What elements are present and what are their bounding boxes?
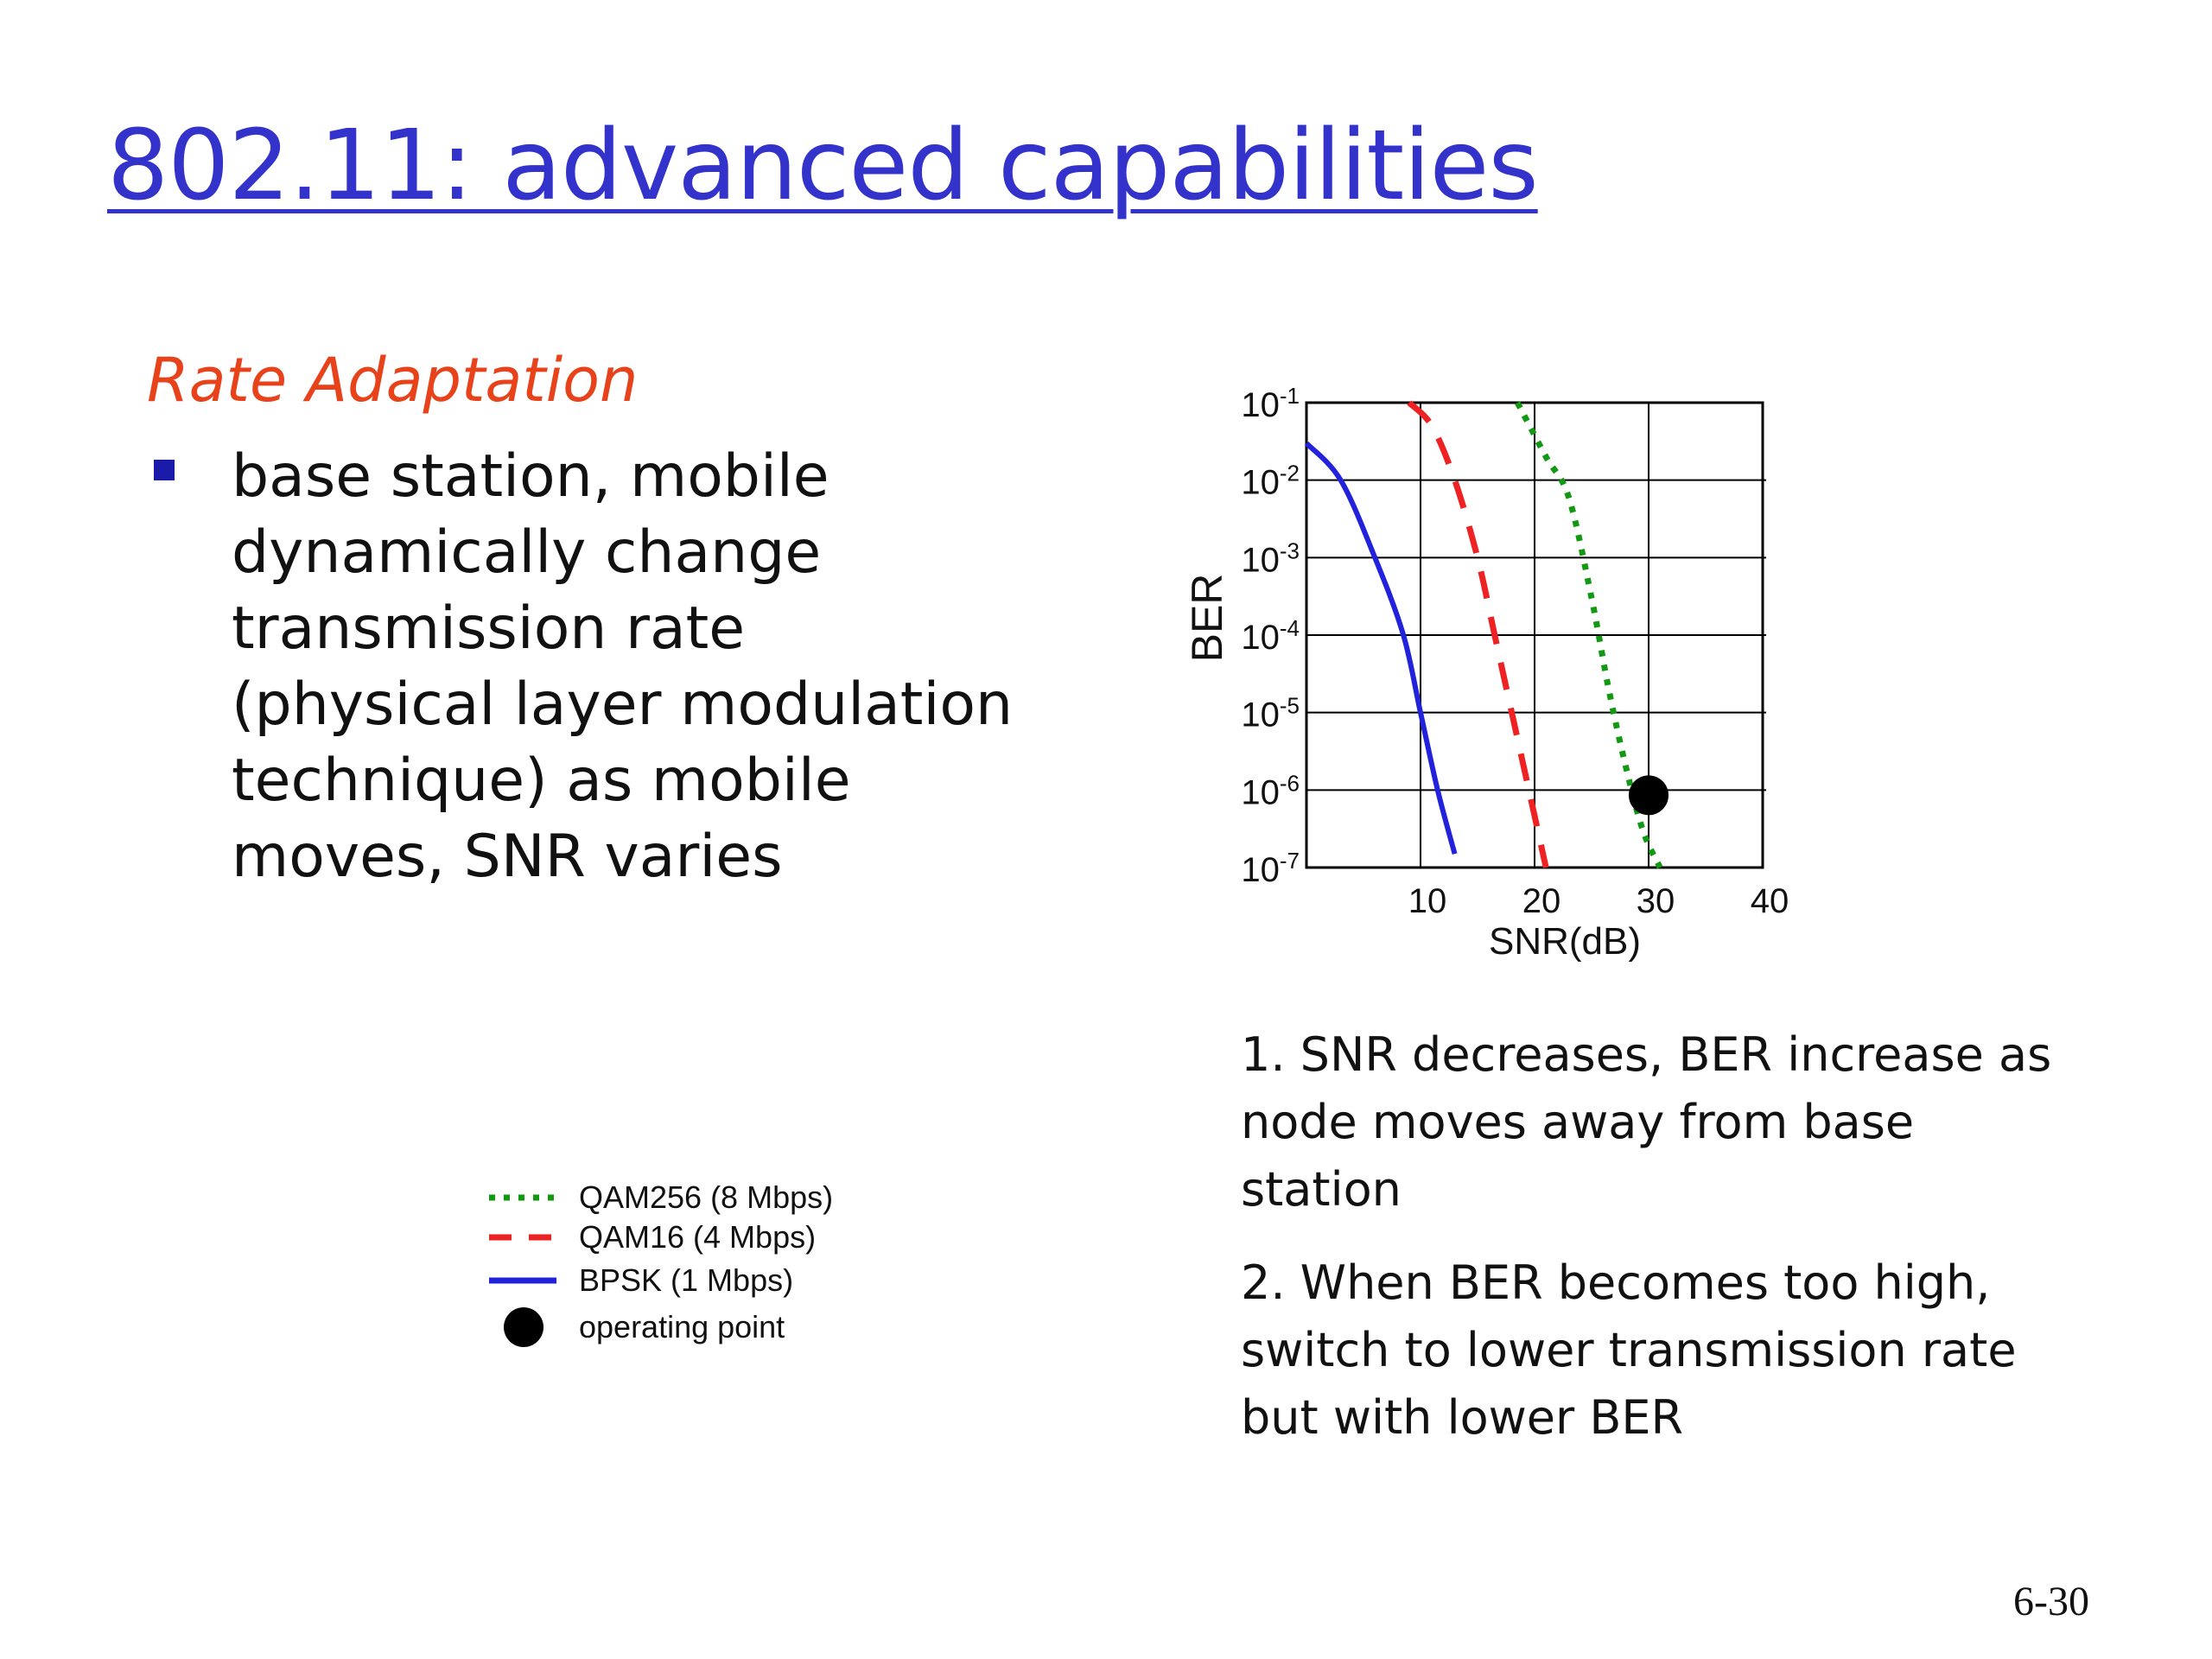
legend-item: QAM256 (8 Mbps) xyxy=(489,1179,833,1215)
legend-item: operating point xyxy=(504,1307,785,1347)
legend-label: BPSK (1 Mbps) xyxy=(579,1262,793,1298)
legend-item: BPSK (1 Mbps) xyxy=(489,1262,793,1298)
legend-label: QAM16 (4 Mbps) xyxy=(579,1219,816,1255)
y-tick-label: 10-7 xyxy=(1241,848,1300,889)
x-axis-label: SNR(dB) xyxy=(1489,920,1641,963)
series-line-bpsk xyxy=(1304,441,1458,855)
y-tick-label: 10-3 xyxy=(1241,537,1300,579)
x-tick-label: 20 xyxy=(1522,882,1561,920)
x-tick-label: 30 xyxy=(1637,882,1675,920)
legend-swatch-dot xyxy=(504,1307,543,1347)
legend-label: QAM256 (8 Mbps) xyxy=(579,1179,833,1215)
series-line-qam256 xyxy=(1515,401,1663,869)
section-subtitle: Rate Adaptation xyxy=(147,345,639,416)
slide-title: 802.11: advanced capabilities xyxy=(107,110,1539,222)
x-tick-label: 40 xyxy=(1751,882,1789,920)
y-tick-label: 10-5 xyxy=(1241,693,1300,734)
bullet-text: base station, mobile dynamically change … xyxy=(232,442,1014,891)
y-tick-label: 10-2 xyxy=(1241,461,1300,502)
note-1: 1. SNR decreases, BER increase as node m… xyxy=(1241,1027,2052,1217)
page-number: 6-30 xyxy=(2013,1579,2089,1624)
legend-item: QAM16 (4 Mbps) xyxy=(489,1219,816,1255)
y-tick-label: 10-1 xyxy=(1241,383,1300,424)
square-bullet-icon xyxy=(154,460,175,480)
x-tick-label: 10 xyxy=(1408,882,1447,920)
y-tick-label: 10-4 xyxy=(1241,615,1300,657)
y-axis-label: BER xyxy=(1183,574,1231,663)
note-2: 2. When BER becomes too high, switch to … xyxy=(1241,1255,2017,1445)
operating-point-marker xyxy=(1629,775,1669,816)
legend-label: operating point xyxy=(579,1309,785,1344)
y-tick-label: 10-6 xyxy=(1241,770,1300,811)
